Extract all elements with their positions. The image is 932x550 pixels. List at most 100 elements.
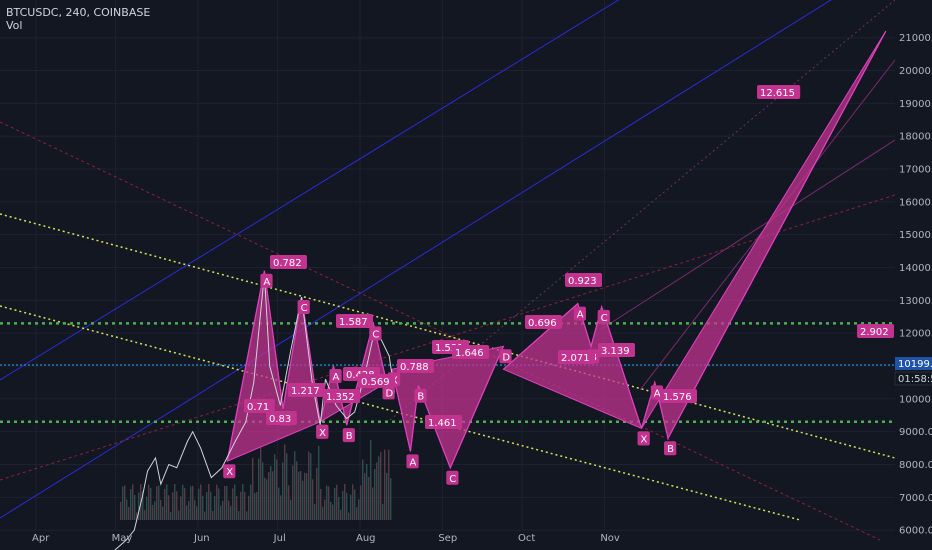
volume-bar: [136, 512, 138, 520]
volume-bar: [172, 492, 174, 520]
volume-bar: [320, 489, 322, 520]
pattern-point-label: [369, 326, 382, 341]
volume-bar: [322, 506, 324, 520]
volume-bar: [376, 462, 378, 520]
harmonic-patterns[interactable]: [226, 30, 887, 470]
ratio-label-text: 0.788: [400, 362, 429, 373]
volume-bar: [212, 511, 214, 520]
ratio-label: [525, 315, 562, 329]
pattern-labels: XABCDXABCDXABCDABCXXAB0.710.7820.831.217…: [223, 85, 894, 485]
ratio-label: [270, 255, 307, 269]
yellow-dotted-lower: [0, 305, 801, 521]
volume-bar: [334, 487, 336, 520]
volume-bar: [270, 466, 272, 520]
volume-bar: [132, 484, 134, 520]
volume-bar: [124, 485, 126, 520]
volume-bar: [138, 492, 140, 520]
volume-bar: [324, 499, 326, 520]
volume-bar: [370, 439, 372, 520]
volume-bar: [260, 447, 262, 520]
volume-bar: [192, 485, 194, 520]
y-tick-label: 20000.00: [899, 66, 932, 77]
volume-bar: [198, 488, 200, 520]
volume-bar: [250, 484, 252, 520]
volume-bar: [372, 487, 374, 520]
ratio-label: [358, 374, 395, 388]
x-tick-label: Apr: [32, 533, 50, 544]
last-price-tag: [895, 357, 932, 370]
volume-bar: [222, 500, 224, 520]
y-tick-label: 8000.00: [899, 460, 932, 471]
volume-bar: [244, 491, 246, 520]
volume-bar: [318, 445, 320, 520]
volume-bar: [262, 462, 264, 520]
pattern-point-label-text: C: [601, 313, 608, 324]
ratio-label: [336, 314, 373, 328]
volume-bar: [388, 449, 390, 520]
volume-bar: [290, 499, 292, 520]
volume-bar: [168, 495, 170, 520]
ratio-label: [558, 350, 595, 364]
pattern-point-label: [223, 464, 236, 479]
volume-bar: [236, 495, 238, 520]
volume-bar: [188, 501, 190, 520]
pattern-point-label-text: C: [372, 329, 379, 340]
harmonic-pattern-outline-4: [640, 30, 887, 440]
pattern-point-label: [446, 470, 459, 485]
volume-bar: [346, 492, 348, 520]
pattern-point-label-text: A: [577, 310, 584, 321]
y-tick-label: 6000.00: [899, 526, 932, 537]
fan-line: [599, 139, 896, 331]
volume-bar: [266, 479, 268, 520]
price-axis-panel: [895, 0, 932, 550]
time-axis[interactable]: Apr May Jun Jul Aug Sep Oct Nov: [32, 533, 620, 544]
volume-bar: [230, 505, 232, 520]
volume-bar: [286, 453, 288, 520]
x-tick-label: Jun: [193, 533, 210, 544]
ratio-label-text: 1.461: [428, 418, 457, 429]
volume-bar: [364, 473, 366, 520]
volume-bar: [252, 457, 254, 520]
volume-bar: [196, 506, 198, 520]
volume-bar: [344, 484, 346, 520]
volume-bar: [122, 486, 124, 520]
volume-bar: [336, 484, 338, 520]
volume-bar: [308, 451, 310, 520]
indicator-label[interactable]: Vol: [6, 19, 23, 32]
volume-bar: [256, 492, 258, 520]
pattern-point-label-text: A: [654, 388, 661, 399]
pattern-point-label: [297, 300, 310, 315]
volume-bar: [380, 452, 382, 520]
price-axis[interactable]: 6000.007000.008000.009000.0010000.001100…: [899, 33, 932, 536]
volume-bar: [170, 511, 172, 520]
red-dotted-line: [0, 194, 896, 481]
volume-bar: [306, 473, 308, 520]
volume-bar: [234, 484, 236, 520]
volume-bar: [340, 509, 342, 520]
volume-bar: [130, 489, 132, 520]
volume-bar: [220, 505, 222, 520]
ratio-label-text: 0.782: [273, 258, 302, 269]
ratio-label-text: 2.902: [860, 327, 889, 338]
ratio-label: [598, 343, 635, 357]
volume-bar: [330, 501, 332, 520]
ratio-label-text: 1.217: [291, 386, 320, 397]
pattern-point-label-text: A: [263, 277, 270, 288]
volume-bar: [202, 495, 204, 520]
pattern-point-label: [499, 349, 512, 364]
volume-bar: [378, 456, 380, 520]
y-tick-label: 18000.00: [899, 132, 932, 143]
ratio-label-text: 0.696: [528, 318, 557, 329]
pattern-point-label-text: C: [301, 303, 308, 314]
symbol-title[interactable]: BTCUSDC, 240, COINBASE: [6, 6, 151, 19]
volume-bar: [242, 484, 244, 520]
volume-bar: [134, 495, 136, 520]
x-tick-label: Aug: [356, 533, 376, 544]
volume-bar: [382, 503, 384, 520]
volume-bar: [264, 477, 266, 520]
pattern-point-label-text: C: [449, 474, 456, 485]
ratio-label-text: 0.569: [361, 377, 390, 388]
ratio-label-text: 0.923: [568, 276, 597, 287]
volume-bar: [152, 504, 154, 520]
